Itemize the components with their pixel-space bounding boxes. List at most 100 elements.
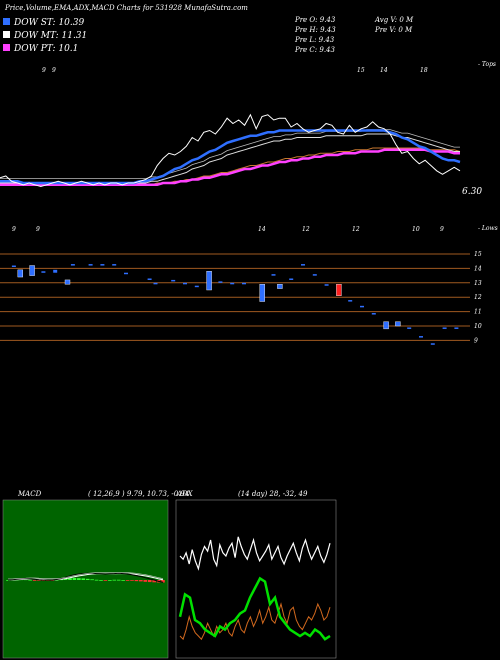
current-price-label: 6.30 (462, 187, 482, 197)
dow-st-line (0, 129, 461, 185)
volume-gridlines: 15 14 13 12 11 10 9 (0, 251, 482, 344)
macd-panel: MACD ( 12,26,9 ) 9.79, 10.73, -0.94 (2, 490, 189, 659)
volume-bar (348, 300, 353, 302)
adx-title: ADX (176, 490, 194, 498)
macd-histogram-bar (108, 580, 112, 581)
volume-bar (100, 264, 105, 266)
price-stats: Pre O: 9.43 Pre H: 9.43 Pre L: 9.43 Pre … (294, 16, 414, 54)
top-tick-label: 14 (380, 67, 388, 74)
volume-bar (124, 272, 128, 275)
macd-series (6, 572, 165, 583)
volume-bar (64, 279, 71, 285)
macd-histogram-bar (94, 579, 99, 581)
volume-bar (70, 264, 75, 266)
volume-bar (88, 264, 93, 266)
macd-histogram-bar (68, 578, 72, 580)
volume-bar (383, 321, 389, 330)
volume-bar (218, 281, 223, 283)
macd-histogram-bar (103, 580, 108, 581)
volume-bar (442, 327, 447, 329)
volume-bar (430, 343, 435, 345)
macd-histogram-bar (125, 580, 130, 581)
volume-bar (407, 327, 412, 329)
volume-axis-tick: 15 (474, 251, 482, 258)
volume-bar (312, 274, 317, 276)
volume-bar (183, 282, 187, 285)
ema-brown-line (0, 147, 461, 186)
macd-histogram-bar (63, 578, 68, 580)
volume-axis-tick: 13 (474, 280, 482, 287)
macd-histogram-bar (28, 579, 32, 581)
stat-pre-high: Pre H: 9.43 (294, 26, 336, 34)
dow-st-swatch (3, 18, 10, 25)
low-tick-label: 9 (36, 226, 40, 233)
macd-histogram-bar (112, 579, 117, 581)
adx-series (178, 536, 331, 641)
macd-params: ( 12,26,9 ) 9.79, 10.73, -0.94 (88, 490, 189, 498)
volume-bar (147, 278, 152, 280)
volume-axis-tick: 14 (474, 265, 482, 272)
stat-pre-close: Pre C: 9.43 (294, 46, 335, 54)
macd-histogram-bar (72, 577, 77, 580)
lows-label: - Lows (478, 225, 498, 232)
macd-histogram-bar (147, 580, 152, 583)
top-tick-label: 9 (52, 67, 56, 74)
volume-bar (419, 336, 423, 338)
adx-params: (14 day) 28, -32, 49 (238, 490, 308, 498)
adx-panel: ADX (14 day) 28, -32, 49 (175, 490, 337, 659)
macd-histogram-bar (130, 580, 134, 581)
low-tick-label: 9 (440, 226, 444, 233)
adx-background (175, 499, 337, 659)
macd-histogram-bar (90, 579, 94, 581)
volume-axis-tick: 12 (474, 294, 482, 301)
volume-bar (17, 269, 23, 278)
volume-bar (395, 321, 401, 327)
volume-bar (11, 265, 16, 268)
macd-signal-line-2 (8, 572, 164, 580)
macd-histogram-bar (77, 578, 81, 580)
volume-bar (153, 282, 158, 285)
volume-bar (277, 284, 283, 289)
volume-bar (271, 274, 276, 276)
volume-bar (230, 282, 235, 285)
low-tick-label: 12 (302, 226, 310, 233)
macd-histogram-bar (37, 580, 41, 581)
volume-bars (11, 264, 459, 345)
macd-histogram-bar (6, 580, 10, 581)
macd-title: MACD (17, 490, 42, 498)
top-tick-label: 15 (357, 67, 365, 74)
macd-histogram-bar (152, 580, 156, 583)
macd-histogram-bar (121, 580, 125, 581)
macd-histogram-bar (161, 580, 165, 583)
stat-avg-volume: Avg V: 0 M (374, 16, 414, 24)
volume-bar (360, 305, 364, 308)
volume-bar (242, 282, 246, 285)
dow-st-label: DOW ST: 10.39 (13, 18, 84, 28)
volume-bar (336, 284, 342, 296)
dow-legend: DOW ST: 10.39 DOW MT: 11.31 DOW PT: 10.1 (3, 18, 87, 54)
dow-mt-swatch (3, 31, 10, 38)
top-ticks: 9 9 15 14 18 (42, 67, 428, 74)
macd-histogram-bar (139, 580, 143, 582)
volume-bar (41, 271, 46, 273)
tops-label: - Tops (478, 61, 496, 68)
volume-bar (171, 279, 176, 282)
dow-pt-line (0, 148, 460, 187)
top-tick-label: 18 (420, 67, 428, 74)
low-ticks: 9 9 14 12 12 10 9 (12, 226, 444, 233)
volume-axis-tick: 11 (474, 309, 482, 316)
macd-histogram-bar (32, 580, 37, 581)
stat-pre-open: Pre O: 9.43 (294, 16, 336, 24)
volume-panel: - Lows 9 9 14 12 12 10 9 15 14 13 12 11 10 9 (0, 225, 498, 345)
macd-histogram-bar (134, 580, 139, 582)
chart-title: Price,Volume,EMA,ADX,MACD Charts for 531… (4, 4, 248, 12)
adx-orange-line (179, 602, 331, 641)
macd-histogram-bar (99, 580, 103, 581)
low-tick-label: 12 (352, 226, 360, 233)
volume-axis-tick: 9 (474, 337, 478, 344)
volume-axis-tick: 10 (474, 323, 482, 330)
macd-histogram-bar (85, 578, 90, 580)
stat-pre-low: Pre L: 9.43 (294, 36, 335, 44)
macd-histogram-bar (81, 578, 86, 580)
